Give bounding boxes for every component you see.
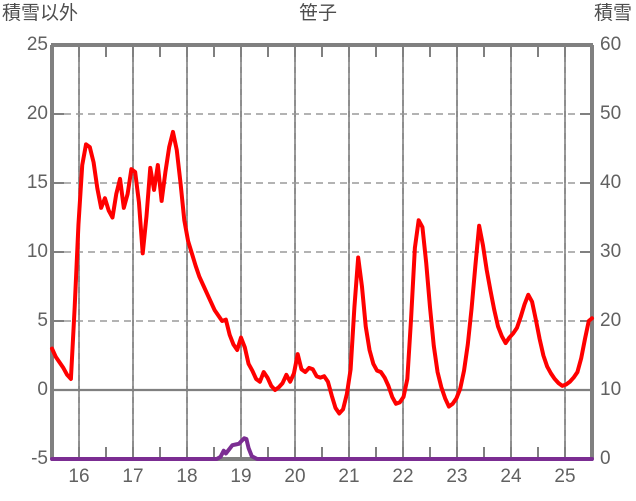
- ytick-label-right: 60: [600, 34, 622, 55]
- ytick-label-right: 50: [600, 103, 622, 124]
- ytick-label-right: 30: [600, 241, 622, 262]
- ytick-label-left: 25: [26, 34, 48, 55]
- xtick-label: 16: [68, 466, 90, 487]
- ytick-label-left: 10: [26, 241, 48, 262]
- xtick-label: 23: [446, 466, 468, 487]
- ytick-label-right: 20: [600, 310, 622, 331]
- xtick-label: 17: [122, 466, 144, 487]
- xtick-label: 21: [338, 466, 360, 487]
- ytick-label-right: 10: [600, 379, 622, 400]
- series-layer: [50, 129, 594, 461]
- xtick-label: 19: [230, 466, 252, 487]
- grid-layer: [52, 45, 592, 459]
- ytick-label-left: 20: [26, 103, 48, 124]
- ytick-label-right: 0: [600, 448, 611, 469]
- xtick-label: 22: [392, 466, 414, 487]
- chart-title: 笹子: [298, 3, 337, 24]
- xtick-label: 18: [176, 466, 198, 487]
- ytick-label-right: 40: [600, 172, 622, 193]
- xtick-label: 24: [500, 466, 522, 487]
- xtick-label: 20: [284, 466, 306, 487]
- ytick-label-left: 5: [37, 310, 48, 331]
- ytick-label-left: -5: [31, 448, 48, 469]
- ytick-label-left: 0: [37, 379, 48, 400]
- xtick-label: 25: [554, 466, 576, 487]
- ytick-label-left: 15: [26, 172, 48, 193]
- right-axis-title: 積雪: [593, 3, 632, 24]
- left-axis-title: 積雪以外: [2, 3, 79, 24]
- series-line-other: [50, 129, 594, 416]
- series-line-snow: [50, 436, 594, 461]
